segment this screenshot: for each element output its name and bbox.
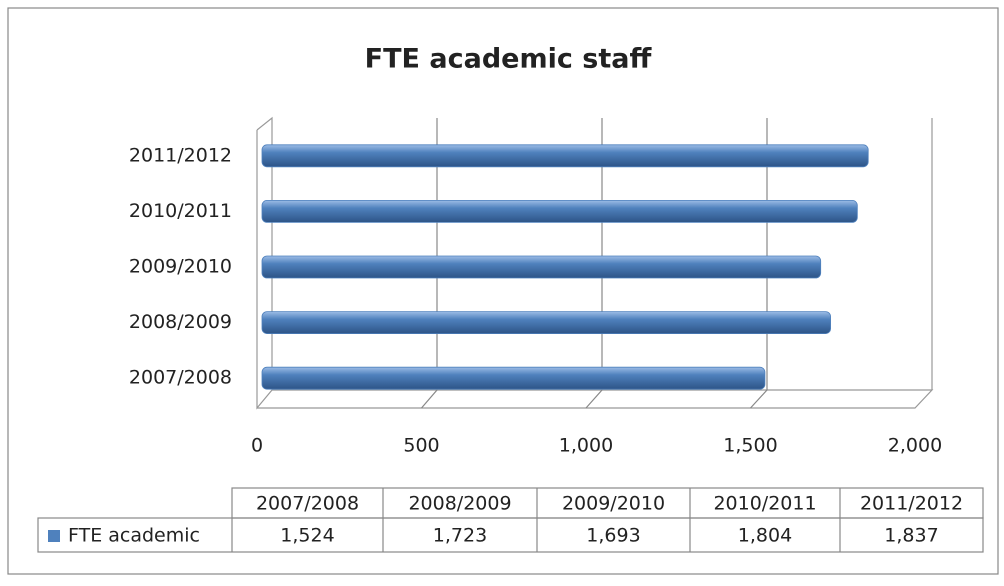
table-header: 2009/2010 <box>562 493 665 515</box>
table-header: 2010/2011 <box>713 493 816 515</box>
x-tick-label: 1,000 <box>559 435 613 457</box>
x-tick-label: 1,500 <box>723 435 777 457</box>
x-tick-label: 0 <box>251 435 263 457</box>
bar <box>261 144 869 168</box>
table-value: 1,804 <box>738 525 792 547</box>
table-value: 1,524 <box>280 525 334 547</box>
table-header: 2007/2008 <box>256 493 359 515</box>
table-header: 2011/2012 <box>860 493 963 515</box>
table-data-row <box>37 517 984 553</box>
chart-title: FTE academic staff <box>365 44 653 75</box>
table-value: 1,693 <box>586 525 640 547</box>
legend-swatch <box>48 530 60 542</box>
chart-border <box>7 7 999 575</box>
bar <box>261 366 766 390</box>
legend-label: FTE academic <box>68 525 200 547</box>
x-tick-label: 500 <box>403 435 439 457</box>
table-value: 1,723 <box>433 525 487 547</box>
x-tick-label: 2,000 <box>888 435 942 457</box>
bar <box>261 311 831 335</box>
y-tick-label: 2008/2009 <box>129 311 232 333</box>
table-value: 1,837 <box>884 525 938 547</box>
bar <box>261 255 822 279</box>
bar <box>261 199 858 223</box>
y-tick-label: 2009/2010 <box>129 256 232 278</box>
table-header: 2008/2009 <box>408 493 511 515</box>
y-tick-label: 2007/2008 <box>129 367 232 389</box>
y-tick-label: 2011/2012 <box>129 144 232 166</box>
y-tick-label: 2010/2011 <box>129 200 232 222</box>
